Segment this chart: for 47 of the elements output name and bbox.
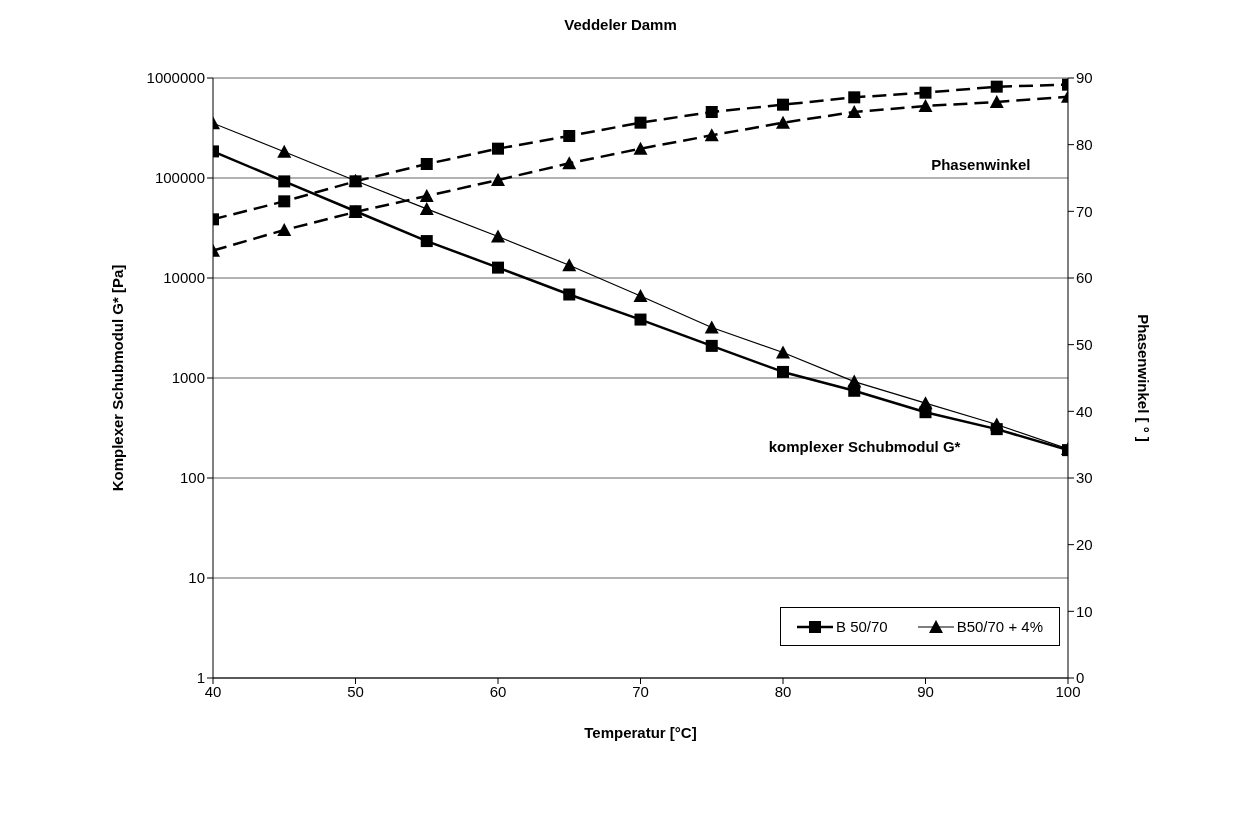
x-tick-label: 40 — [204, 682, 222, 700]
y2-axis-title: Phasenwinkel [ ° ] — [1134, 314, 1152, 442]
chart-title: Veddeler Damm — [563, 16, 678, 33]
x-tick-label: 50 — [347, 682, 364, 700]
y2-tick-label: 20 — [1076, 535, 1093, 553]
point — [634, 313, 647, 326]
point — [419, 201, 434, 215]
y-tick-label: 10 — [188, 569, 205, 587]
point — [277, 144, 292, 158]
point — [633, 289, 648, 303]
point — [847, 374, 862, 388]
point — [420, 235, 433, 248]
legend-label: B 50/70 — [835, 618, 888, 635]
y2-tick-label: 70 — [1076, 202, 1093, 220]
point — [491, 229, 505, 243]
annotation: komplexer Schubmodul G* — [768, 438, 961, 455]
x-tick-label: 90 — [917, 682, 934, 700]
legend-label: B50/70 + 4% — [956, 618, 1043, 635]
y2-tick-label: 40 — [1076, 402, 1093, 420]
y-tick-label: 100 — [179, 469, 205, 487]
annotation: Phasenwinkel — [931, 156, 1031, 173]
point — [989, 417, 1004, 431]
y2-tick-label: 80 — [1076, 135, 1093, 153]
point — [278, 175, 291, 188]
y2-tick-label: 10 — [1076, 602, 1093, 620]
x-axis-title: Temperatur [°C] — [584, 724, 697, 741]
y-tick-label: 1000 — [171, 369, 205, 387]
x-tick-label: 70 — [632, 682, 649, 700]
y2-tick-label: 90 — [1076, 69, 1093, 87]
y-axis-title: Komplexer Schubmodul G* [Pa] — [109, 264, 127, 492]
y2-tick-label: 60 — [1076, 269, 1093, 287]
point — [492, 261, 504, 274]
y2-tick-label: 30 — [1076, 469, 1093, 487]
point — [776, 345, 790, 359]
point — [918, 396, 933, 410]
y-tick-label: 10000 — [163, 269, 205, 287]
point — [562, 258, 577, 272]
y-tick-label: 1 — [196, 669, 205, 687]
point — [705, 339, 718, 352]
point — [563, 288, 576, 301]
y-tick-label: 100000 — [154, 169, 205, 187]
point — [704, 320, 719, 334]
y-tick-label: 1000000 — [146, 69, 205, 87]
point — [777, 365, 789, 378]
x-tick-label: 80 — [774, 682, 792, 700]
y2-tick-label: 50 — [1076, 335, 1093, 353]
x-tick-label: 60 — [489, 682, 507, 700]
